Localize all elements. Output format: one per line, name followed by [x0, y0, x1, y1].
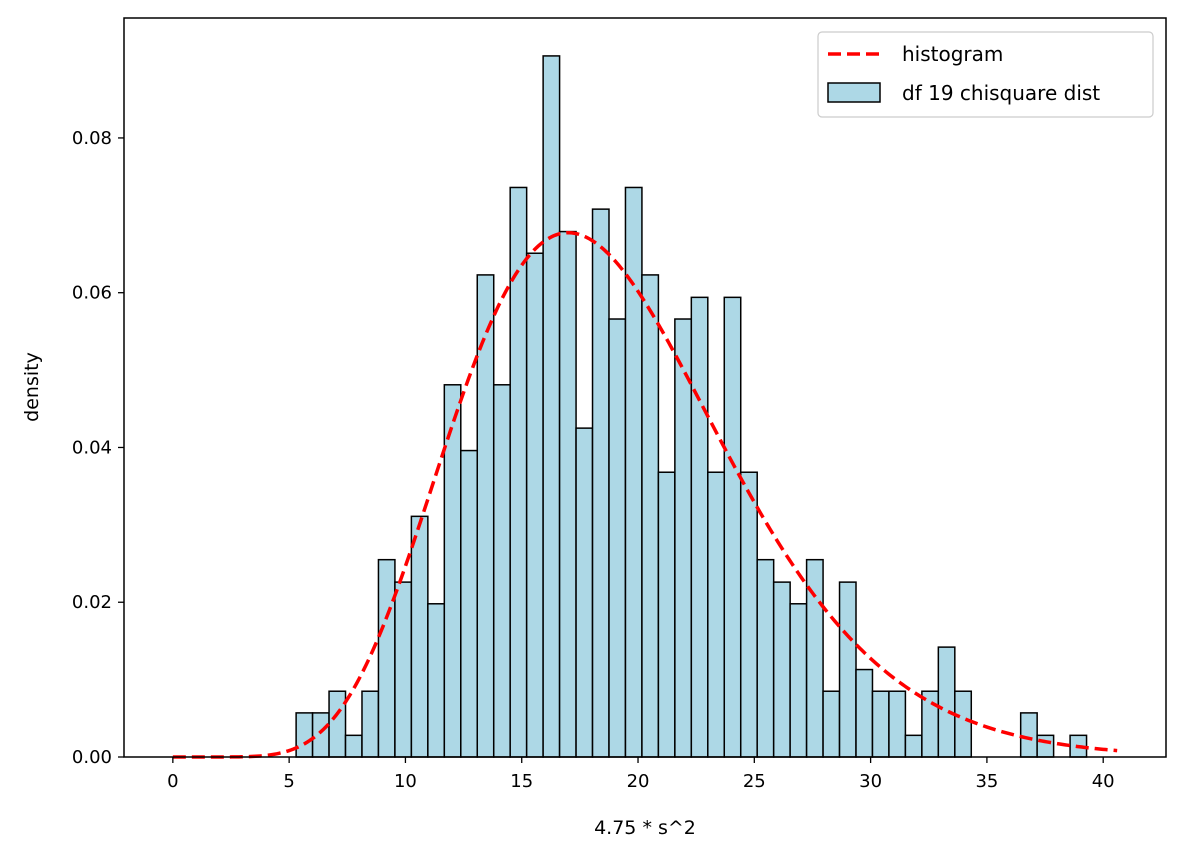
- histogram-bar: [608, 318, 627, 758]
- chi2-density-curve: [172, 231, 1118, 759]
- histogram-bar: [937, 646, 956, 758]
- histogram-bar: [739, 471, 758, 758]
- histogram-bar: [756, 558, 775, 758]
- y-tick-label: 0.04: [72, 437, 112, 458]
- histogram-bar: [361, 690, 380, 758]
- y-tick-label: 0.02: [72, 592, 112, 613]
- histogram-bar: [657, 471, 676, 758]
- histogram-bar: [641, 274, 660, 758]
- histogram-bar: [394, 581, 413, 758]
- histogram-bar: [921, 690, 940, 758]
- x-tick-label: 40: [1092, 771, 1115, 792]
- legend-box: [817, 31, 1154, 118]
- histogram-bar: [838, 581, 857, 758]
- x-axis-ticks: 0 5 10 15 20 25 30 35 40: [167, 757, 1115, 792]
- legend-line-label: histogram: [902, 42, 1003, 66]
- histogram-bar: [871, 690, 890, 758]
- x-tick-label: 35: [975, 771, 998, 792]
- histogram-bar: [822, 690, 841, 758]
- y-tick-label: 0.08: [72, 128, 112, 149]
- histogram-bar: [542, 55, 561, 758]
- x-tick-label: 15: [510, 771, 533, 792]
- histogram-bar: [904, 734, 923, 758]
- histogram-bar: [1019, 712, 1038, 758]
- histogram-bar: [410, 515, 429, 758]
- y-tick-label: 0.00: [72, 747, 112, 768]
- x-tick-label: 0: [167, 771, 178, 792]
- histogram-bar: [311, 712, 330, 758]
- histogram-bar: [525, 252, 544, 758]
- histogram-bar: [772, 581, 791, 758]
- legend-bar-swatch: [827, 82, 881, 103]
- histogram-bar: [575, 427, 594, 758]
- y-axis-label: density: [21, 352, 43, 422]
- x-tick-label: 25: [743, 771, 766, 792]
- y-axis-ticks: 0.00 0.02 0.04 0.06 0.08: [72, 128, 124, 768]
- histogram-bar: [888, 690, 907, 758]
- histogram-bar: [492, 384, 511, 758]
- legend-bar-label: df 19 chisquare dist: [902, 81, 1100, 105]
- histogram-bar: [460, 449, 479, 758]
- histogram-bar: [789, 603, 808, 758]
- histogram-bar: [723, 296, 742, 758]
- histogram-bar: [377, 558, 396, 758]
- legend: histogram df 19 chisquare dist: [817, 31, 1154, 118]
- histogram-bar: [690, 296, 709, 758]
- x-axis-label: 4.75 * s^2: [594, 817, 696, 839]
- histogram-bar: [1036, 734, 1055, 758]
- x-tick-label: 20: [627, 771, 650, 792]
- histogram-bar: [954, 690, 973, 758]
- plot-frame: [123, 17, 1167, 758]
- histogram-bar: [328, 690, 347, 758]
- histogram-bar: [707, 471, 726, 758]
- histogram-bar: [558, 230, 577, 758]
- x-tick-label: 10: [394, 771, 417, 792]
- histogram-bar: [295, 712, 314, 758]
- histogram-bar: [591, 208, 610, 758]
- y-tick-label: 0.06: [72, 283, 112, 304]
- histogram-bar: [443, 384, 462, 758]
- histogram-bar: [624, 186, 643, 758]
- x-tick-label: 30: [859, 771, 882, 792]
- histogram-bar: [427, 603, 446, 758]
- x-tick-label: 5: [283, 771, 294, 792]
- histogram-bars: [295, 55, 1088, 758]
- histogram-bar: [855, 668, 874, 758]
- histogram-bar: [674, 318, 693, 758]
- histogram-bar: [344, 734, 363, 758]
